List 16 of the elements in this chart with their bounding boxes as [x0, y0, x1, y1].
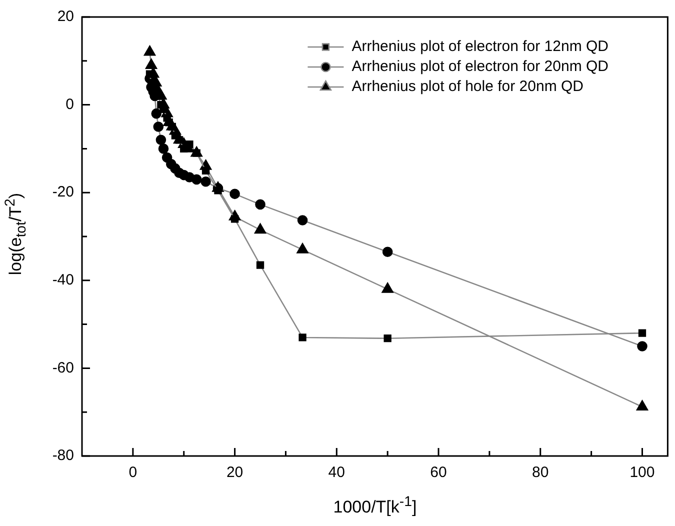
x-tick-label: 60 — [430, 464, 447, 482]
x-tick-label: 80 — [532, 464, 549, 482]
y-tick-label: -80 — [52, 447, 74, 464]
y-tick-label: 20 — [57, 8, 74, 26]
legend-label: Arrhenius plot of hole for 20nm QD — [352, 78, 584, 96]
x-tick-label: 20 — [226, 464, 244, 482]
x-axis-title: 1000/T[k$^{-1}$] — [332, 494, 418, 518]
x-tick-label: 40 — [328, 464, 345, 482]
legend-label: Arrhenius plot of electron for 12nm QD — [352, 38, 609, 56]
y-tick-label: -60 — [52, 359, 74, 376]
y-tick-label: 0 — [66, 96, 74, 113]
y-tick-label: -40 — [52, 272, 74, 289]
legend-label: Arrhenius plot of electron for 20nm QD — [352, 58, 609, 76]
y-tick-label: -20 — [52, 184, 74, 201]
x-tick-label: 100 — [630, 464, 655, 482]
x-tick-label: 0 — [128, 464, 138, 482]
